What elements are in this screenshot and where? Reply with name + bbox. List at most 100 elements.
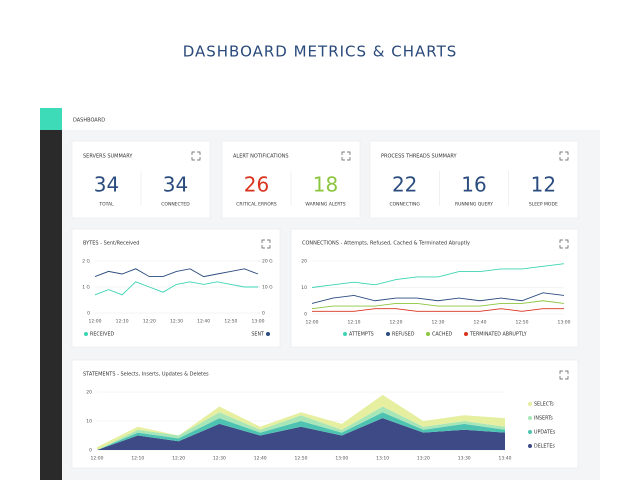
y-tick-label: 20 (86, 390, 92, 396)
line (94, 268, 259, 278)
y-tick-label: 20 (301, 259, 307, 265)
metric-value: 12 (531, 173, 556, 197)
area (97, 418, 505, 450)
topbar (62, 108, 600, 130)
line (94, 281, 258, 296)
card-title: PROCESS THREADS SUMMARY (381, 154, 458, 160)
x-tick-label: 12:50 (295, 456, 308, 462)
header-title: DASHBOARD (73, 118, 105, 124)
legend-label: SELECTs (534, 402, 554, 408)
expand-icon[interactable] (191, 151, 201, 161)
area (97, 412, 505, 450)
metric-label: RUNNING QUERY (455, 202, 493, 208)
sidebar (40, 108, 62, 480)
legend-swatch (266, 332, 270, 336)
area (97, 406, 505, 450)
legend-swatch (528, 430, 532, 434)
legend-swatch (528, 444, 532, 448)
x-tick-label: 12:10 (131, 456, 144, 462)
legend-swatch (528, 402, 532, 406)
legend-label: INSERTs (534, 416, 553, 422)
legend-label: RECEIVED (90, 332, 114, 338)
x-tick-label: 12:00 (306, 320, 319, 326)
expand-icon[interactable] (559, 239, 569, 249)
metric-label: CRITICAL ERRORS (236, 202, 277, 208)
metric-value: 22 (392, 173, 417, 197)
x-tick-label: 12:50 (516, 320, 529, 326)
y-tick-label: 0 (304, 312, 307, 318)
metric-value: 34 (94, 173, 119, 197)
chart-title: STATEMENTS - Selects, Inserts, Updates &… (83, 372, 209, 378)
x-tick-label: 12:10 (348, 320, 361, 326)
x-tick-label: 12:30 (170, 319, 183, 325)
logo (40, 108, 62, 130)
legend-label: SENT (251, 332, 264, 338)
line (311, 263, 565, 288)
card-title: SERVERS SUMMARY (83, 154, 133, 160)
x-tick-label: 12:20 (172, 456, 185, 462)
x-tick-label: 13:00 (335, 456, 348, 462)
metric-value: 16 (461, 173, 486, 197)
chart-title: BYTES - Sent/Received (83, 241, 139, 247)
expand-icon[interactable] (261, 239, 271, 249)
y2-tick-label: 0 (262, 311, 265, 317)
x-tick-label: 12:30 (213, 456, 226, 462)
x-tick-label: 13:40 (499, 456, 512, 462)
card (290, 228, 579, 348)
x-tick-label: 12:40 (197, 319, 210, 325)
x-tick-label: 12:10 (116, 319, 129, 325)
x-tick-label: 13:00 (252, 319, 265, 325)
x-tick-label: 12:50 (224, 319, 237, 325)
legend-swatch (84, 332, 88, 336)
x-tick-label: 12:20 (143, 319, 156, 325)
y2-tick-label: 10 G (262, 285, 273, 291)
expand-icon[interactable] (559, 370, 569, 380)
x-tick-label: 12:00 (91, 456, 104, 462)
x-tick-label: 12:40 (474, 320, 487, 326)
legend-label: ATTEMPTS (349, 332, 374, 338)
x-tick-label: 13:00 (558, 320, 571, 326)
chart-title: CONNECTIONS - Attempts, Refused, Cached … (302, 241, 470, 247)
expand-icon[interactable] (559, 151, 569, 161)
legend-label: DELETEs (534, 444, 555, 450)
legend-swatch (426, 332, 430, 336)
y2-tick-label: 20 G (262, 259, 273, 265)
card-title: ALERT NOTIFICATIONS (233, 154, 289, 160)
x-tick-label: 12:40 (254, 456, 267, 462)
metric-label: WARNING ALERTS (305, 202, 345, 208)
x-tick-label: 12:30 (432, 320, 445, 326)
x-tick-label: 13:10 (376, 456, 389, 462)
metric-label: TOTAL (98, 202, 114, 208)
legend-label: TERMINATED ABRUPTLY (469, 332, 527, 338)
metric-value: 26 (244, 173, 269, 197)
legend-swatch (386, 332, 390, 336)
legend-label: REFUSED (392, 332, 415, 338)
line (311, 300, 565, 310)
expand-icon[interactable] (341, 151, 351, 161)
legend-swatch (464, 332, 468, 336)
card (71, 228, 281, 348)
metric-value: 34 (163, 173, 188, 197)
legend-label: UPDATEs (534, 430, 556, 436)
y-tick-label: 2 G (82, 259, 90, 265)
x-tick-label: 12:00 (89, 319, 102, 325)
x-tick-label: 13:30 (458, 456, 471, 462)
y-tick-label: 0 (89, 448, 92, 454)
metric-label: CONNECTED (161, 202, 190, 208)
metric-label: CONNECTING (389, 202, 420, 208)
metric-value: 18 (313, 173, 338, 197)
page-title: DASHBOARD METRICS & CHARTS (183, 43, 458, 61)
line (312, 308, 564, 312)
y-tick-label: 10 (86, 419, 92, 425)
y-tick-label: 10 (301, 285, 307, 291)
metric-label: SLEEP MODE (529, 202, 558, 208)
line (311, 292, 565, 304)
legend-swatch (343, 332, 347, 336)
legend-swatch (528, 416, 532, 420)
y-tick-label: 0 (87, 311, 90, 317)
x-tick-label: 13:20 (417, 456, 430, 462)
legend-label: CACHED (432, 332, 453, 338)
y-tick-label: 1 G (82, 285, 90, 291)
